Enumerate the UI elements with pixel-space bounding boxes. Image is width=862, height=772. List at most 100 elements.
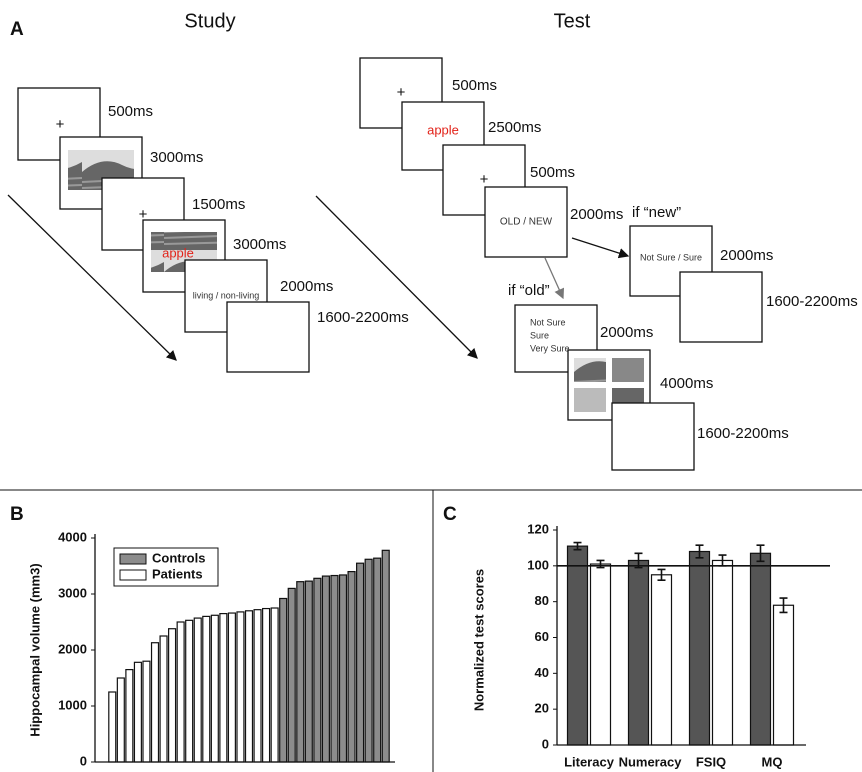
bar [313, 577, 322, 763]
duration: 500ms [452, 77, 497, 94]
bar [347, 570, 356, 763]
legend-swatch [119, 569, 147, 581]
condition: if “old” [508, 282, 550, 299]
bar [381, 549, 390, 763]
bar [253, 609, 262, 763]
duration: 1600-2200ms [766, 293, 858, 310]
bar [270, 607, 279, 763]
bar [711, 559, 734, 746]
bar [627, 559, 650, 746]
legend-label: Patients [152, 566, 203, 581]
bar [193, 617, 202, 763]
frame [611, 402, 695, 471]
prompt: Not Sure / Sure [640, 252, 702, 262]
bar [364, 558, 373, 763]
bar [219, 612, 228, 763]
error-bar [573, 541, 582, 551]
prompt: Sure [530, 330, 549, 340]
x-tick-label: Literacy [564, 754, 615, 769]
prompt: OLD / NEW [500, 217, 553, 228]
y-tick-label: 0 [80, 753, 87, 768]
duration: 1600-2200ms [697, 425, 789, 442]
bar [159, 635, 168, 763]
arrow [315, 195, 478, 359]
duration: 2500ms [488, 119, 541, 136]
bar [125, 668, 134, 763]
bar [236, 611, 245, 763]
y-tick-label: 60 [535, 629, 549, 644]
y-tick-label: 40 [535, 665, 549, 680]
y-tick-label: 100 [527, 557, 549, 572]
y-axis-label: Normalized test scores [471, 569, 486, 711]
error-bar [779, 597, 788, 614]
bar [244, 610, 254, 763]
bar [356, 562, 365, 763]
fixation: + [139, 206, 148, 223]
bar [321, 575, 330, 763]
condition: if “new” [632, 204, 681, 221]
bar [116, 677, 125, 763]
prompt: Not Sure [530, 317, 566, 327]
error-bar [756, 544, 765, 563]
y-tick-label: 20 [535, 701, 549, 716]
duration: 500ms [530, 164, 575, 181]
image [574, 388, 606, 412]
x-tick-label: Numeracy [619, 754, 683, 769]
bar [185, 619, 194, 763]
frame [442, 144, 526, 216]
prompt: Very Sure [530, 343, 570, 353]
frame [484, 186, 568, 258]
y-tick-label: 1000 [58, 697, 87, 712]
error-bar [657, 568, 666, 581]
duration: 2000ms [720, 247, 773, 264]
prompt: living / non-living [193, 290, 260, 300]
frame [359, 57, 443, 129]
fixation: + [480, 171, 489, 188]
panel-label: B [10, 504, 24, 525]
error-bar [695, 544, 704, 559]
frame [679, 271, 763, 343]
duration: 1600-2200ms [317, 309, 409, 326]
arrow [571, 237, 630, 259]
bar [330, 574, 339, 763]
bar [338, 574, 348, 763]
word: apple [427, 122, 459, 137]
bar [688, 550, 711, 746]
bar [150, 642, 160, 763]
duration: 3000ms [150, 149, 203, 166]
bar [304, 580, 313, 763]
legend-label: Controls [152, 550, 205, 565]
bar [296, 581, 305, 763]
bar [650, 574, 673, 746]
arrow [544, 257, 565, 300]
duration: 2000ms [600, 324, 653, 341]
panel-label: A [10, 19, 24, 40]
legend-swatch [119, 553, 147, 565]
duration: 3000ms [233, 236, 286, 253]
image [574, 358, 606, 382]
image [612, 358, 644, 382]
y-tick-label: 0 [542, 736, 549, 751]
bar [168, 628, 177, 763]
y-tick-label: 120 [527, 521, 549, 536]
frame [226, 301, 310, 373]
y-tick-label: 2000 [58, 641, 87, 656]
duration: 1500ms [192, 196, 245, 213]
bar [373, 557, 382, 763]
bar [210, 614, 219, 763]
y-axis-label: Hippocampal volume (mm3) [27, 563, 42, 736]
duration: 4000ms [660, 375, 713, 392]
duration: 500ms [108, 103, 153, 120]
bar [749, 552, 772, 746]
bar [133, 661, 142, 763]
x-tick-label: FSIQ [696, 754, 726, 769]
duration: 2000ms [280, 278, 333, 295]
bar [566, 545, 589, 746]
bar [227, 612, 236, 763]
y-tick-label: 4000 [58, 529, 87, 544]
y-tick-label: 3000 [58, 585, 87, 600]
bar [262, 607, 271, 763]
arrow [7, 194, 177, 361]
bar [772, 604, 795, 746]
